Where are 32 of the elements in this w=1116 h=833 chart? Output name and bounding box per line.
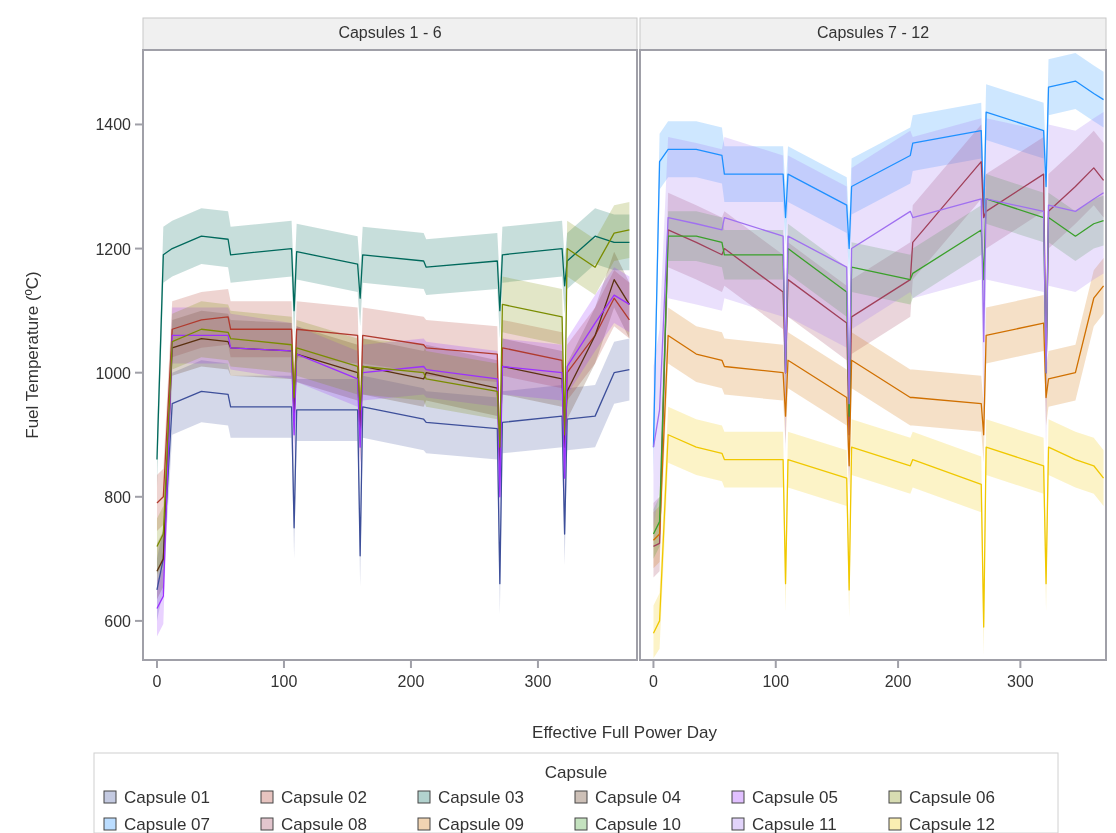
legend-label: Capsule 01	[124, 788, 211, 807]
x-tick-label: 0	[152, 673, 162, 690]
x-tick-label: 300	[1007, 673, 1034, 690]
line-series	[156, 235, 631, 461]
x-tick-label: 200	[397, 673, 425, 690]
y-tick-label: 1200	[95, 240, 132, 258]
y-tick-label: 600	[104, 612, 132, 630]
x-axis-title: Effective Full Power Day	[532, 723, 718, 742]
legend-title: Capsule	[544, 763, 608, 782]
legend-label: Capsule 09	[438, 815, 525, 833]
x-tick-label: 100	[762, 673, 790, 690]
x-tick-label: 200	[884, 673, 912, 690]
legend-label: Capsule 11	[752, 815, 837, 833]
x-tick-label: 100	[270, 673, 298, 690]
legend-label: Capsule 12	[909, 815, 996, 833]
y-tick-label: 1000	[95, 364, 132, 382]
legend-label: Capsule 04	[595, 788, 682, 807]
x-tick-label: 0	[649, 673, 658, 690]
line-series	[156, 368, 631, 591]
legend-label: Capsule 02	[281, 788, 368, 807]
legend-label: Capsule 10	[595, 815, 682, 833]
legend-label: Capsule 08	[281, 815, 368, 833]
legend-label: Capsule 05	[752, 788, 839, 807]
chart-title: Capsules 1 - 6	[338, 24, 442, 41]
legend-label: Capsule 07	[124, 815, 211, 833]
y-tick-label: 800	[104, 488, 132, 506]
y-axis-title: Fuel Temperature (ºC)	[23, 271, 42, 439]
legend-label: Capsule 06	[909, 788, 996, 807]
y-tick-label: 1400	[95, 116, 132, 134]
x-tick-label: 300	[524, 673, 552, 690]
legend-label: Capsule 03	[438, 788, 525, 807]
chart-title: Capsules 7 - 12	[816, 24, 930, 41]
